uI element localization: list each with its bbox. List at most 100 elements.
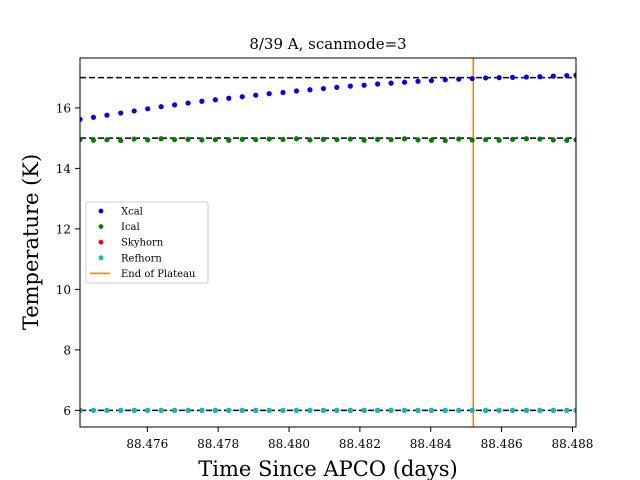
ical-point [80,136,83,142]
xcal-point [523,74,530,80]
y-tick-label: 16 [56,101,71,115]
xcal-point [550,73,556,79]
refhorn-point [104,407,110,413]
refhorn-point [293,407,300,413]
xcal-point [158,104,164,110]
refhorn-point [334,407,340,413]
refhorn-point [171,407,178,413]
xcal-point [483,75,489,81]
legend-marker-swatch [98,224,104,230]
data-points [80,72,576,413]
legend-label: Refhorn [121,253,162,264]
xcal-point [375,81,381,87]
legend-entry-skyhorn: Skyhorn [98,238,164,249]
legend-label: Xcal [121,207,143,218]
ical-point [266,136,272,142]
refhorn-point [199,407,205,413]
x-tick-label: 88.478 [197,437,239,451]
refhorn-point [550,407,556,413]
ical-point [212,137,218,143]
y-axis-label: Temperature (K) [19,154,43,330]
ical-point [564,137,570,143]
xcal-point [239,94,245,100]
x-tick-label: 88.482 [339,437,381,451]
refhorn-point [442,407,448,413]
ical-point [401,136,408,142]
legend-marker-swatch [98,208,104,214]
ical-point [523,136,530,142]
ical-point [171,137,178,143]
ical-point [483,137,489,143]
xcal-point [401,79,408,85]
refhorn-point [428,407,435,413]
legend-entry-ical: Ical [98,222,140,233]
refhorn-point [401,407,408,413]
refhorn-point [375,407,381,413]
refhorn-point [158,407,164,413]
x-axis-ticks: 88.476 88.478 88.480 88.482 88.484 88.486 88.4… [126,427,593,451]
ical-point [469,137,475,143]
xcal-point [199,98,205,104]
refhorn-point [537,407,543,413]
refhorn-point [456,407,462,413]
ical-point [375,136,381,142]
refhorn-point [564,407,570,413]
chart-title: 8/39 A, scanmode=3 [249,35,406,53]
xcal-point [80,116,83,122]
refhorn-point [266,407,272,413]
ical-point [280,136,286,142]
xcal-point [171,102,178,108]
xcal-point [145,106,151,112]
ical-point [496,137,502,143]
refhorn-point [145,407,151,413]
ical-point [118,137,124,144]
xcal-point [573,72,576,78]
xcal-point [334,84,340,90]
xcal-point [469,75,475,82]
xcal-point [537,74,543,80]
legend: Xcal Ical Skyhorn Refhorn End of Plateau [85,201,209,284]
refhorn-point [280,407,286,413]
xcal-point [456,76,462,82]
refhorn-point [131,407,137,413]
ical-point [104,137,110,143]
ical-point [550,137,556,143]
refhorn-point [496,407,502,413]
y-tick-label: 12 [56,222,71,236]
xcal-point [293,88,300,94]
xcal-point [253,92,259,98]
legend-entry-refhorn: Refhorn [98,253,162,264]
xcal-point [361,82,367,88]
ical-point [253,137,259,143]
ical-point [185,136,191,142]
xcal-point [226,95,232,101]
y-tick-label: 8 [63,343,71,357]
legend-entry-xcal: Xcal [98,207,143,218]
ical-point [320,136,326,142]
legend-entry-end-of-plateau: End of Plateau [90,269,196,280]
xcal-point [280,89,286,96]
x-tick-label: 88.480 [268,437,310,451]
xcal-point [496,75,502,81]
refhorn-point [573,407,576,413]
refhorn-point [226,407,232,413]
ical-point [307,137,313,143]
refhorn-point [320,407,326,413]
series-ical [80,136,576,144]
xcal-point [212,97,218,103]
ical-point [199,137,205,143]
ical-point [239,136,245,142]
ical-point [293,136,300,142]
xcal-point [307,87,313,93]
xcal-point [118,110,124,116]
xcal-point [185,100,191,106]
y-axis-ticks: 6 8 10 12 14 16 [56,101,80,418]
xcal-point [415,78,421,84]
x-tick-label: 88.476 [126,437,168,451]
legend-marker-swatch [98,239,104,245]
ical-point [226,137,232,143]
refhorn-point [118,407,124,413]
refhorn-point [509,407,516,413]
refhorn-point [80,407,83,413]
